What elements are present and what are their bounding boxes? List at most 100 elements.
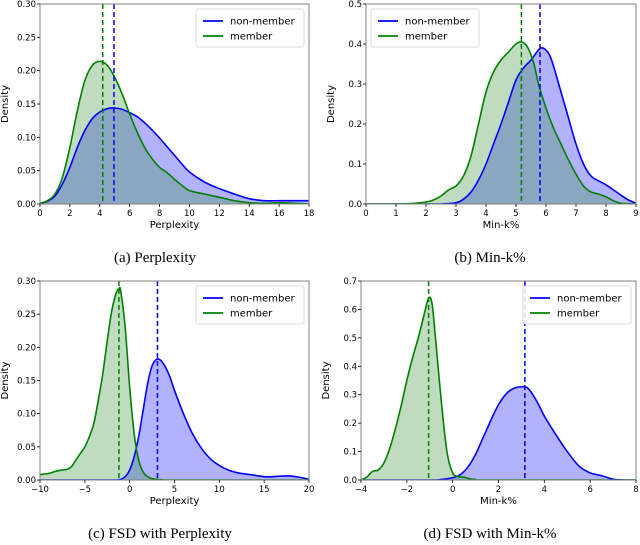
x-tick-label: 0: [363, 209, 368, 219]
legend-label: non-member: [230, 17, 296, 28]
y-tick-label: 0.3: [348, 80, 362, 90]
y-tick-label: 0.00: [17, 476, 36, 486]
non-member-density-line: [40, 358, 309, 480]
x-tick-label: 0: [127, 485, 132, 495]
x-tick-label: 5: [172, 485, 177, 495]
non-member-density-fill: [361, 386, 636, 480]
y-tick-label: 0.4: [348, 40, 362, 50]
y-tick-label: 0.30: [17, 0, 36, 10]
x-tick-label: 6: [543, 209, 548, 219]
x-tick-label: 18: [304, 209, 315, 219]
y-tick-label: 0.10: [17, 410, 36, 420]
y-tick-label: 0.7: [343, 277, 357, 287]
y-axis-label: Density: [0, 85, 11, 123]
x-tick-label: 2: [496, 485, 501, 495]
x-tick-label: 6: [587, 485, 592, 495]
non-member-density-fill: [40, 358, 309, 480]
legend-box: [195, 8, 305, 48]
y-tick-label: 0.15: [17, 377, 36, 387]
x-tick-label: 3: [453, 209, 458, 219]
legend-label: member: [230, 32, 273, 43]
plot-area: [40, 4, 309, 204]
legend-label: member: [405, 32, 448, 43]
x-axis-label: Min-k%: [483, 220, 520, 231]
y-tick-label: 0.00: [17, 200, 36, 210]
y-tick-label: 0.1: [348, 160, 362, 170]
x-tick-label: 12: [214, 209, 225, 219]
x-tick-label: −5: [79, 485, 92, 495]
y-tick-label: 0.25: [17, 33, 36, 43]
member-density-line: [40, 286, 309, 480]
y-axis-label: Density: [0, 361, 11, 399]
member-density-line: [366, 40, 636, 204]
panel-a: 0 2 4 6 8 10 12 14 16 18 0.00 0.05 0.10 0.15 0.20 0.25 0…: [0, 0, 314, 266]
panel-caption: (d) FSD with Min-k%: [424, 526, 557, 542]
non-member-density-line: [40, 107, 309, 204]
legend-label: non-member: [557, 294, 623, 305]
x-tick-label: 10: [184, 209, 195, 219]
member-density-fill: [40, 61, 309, 204]
legend-label: non-member: [405, 17, 471, 28]
x-tick-label: 6: [127, 209, 132, 219]
y-tick-label: 0.1: [343, 448, 357, 458]
y-axis-label: Density: [326, 85, 337, 123]
non-member-density-line: [366, 46, 636, 204]
y-tick-label: 0.0: [348, 200, 362, 210]
x-tick-label: 15: [259, 485, 270, 495]
y-tick-label: 0.2: [343, 419, 357, 429]
y-tick-label: 0.0: [343, 476, 357, 486]
x-tick-label: 9: [633, 209, 638, 219]
x-tick-label: 7: [573, 209, 578, 219]
y-tick-label: 0.5: [348, 0, 362, 10]
plot-area: [366, 4, 636, 204]
y-tick-label: 0.3: [343, 391, 357, 401]
y-tick-label: 0.6: [343, 305, 357, 315]
legend: non-member member: [195, 285, 305, 325]
panel-caption: (b) Min-k%: [454, 250, 525, 266]
x-axis-label: Perplexity: [150, 496, 200, 507]
y-axis-label: Density: [321, 361, 332, 399]
x-tick-label: 8: [603, 209, 608, 219]
x-tick-label: 0: [37, 209, 42, 219]
legend-box: [370, 8, 480, 48]
y-tick-label: 0.15: [17, 100, 36, 110]
plot-area: [40, 281, 309, 480]
x-tick-label: 4: [542, 485, 547, 495]
x-tick-label: 5: [513, 209, 518, 219]
y-tick-label: 0.05: [17, 443, 36, 453]
y-tick-label: 0.05: [17, 167, 36, 177]
y-tick-label: 0.30: [17, 277, 36, 287]
panel-b: 0 1 2 3 4 5 6 7 8 9 0.0 0.1 0.2 0.3 0.4 0.5 Min-k% Densit…: [326, 0, 639, 266]
legend-label: member: [557, 309, 600, 320]
x-tick-label: −10: [31, 485, 49, 495]
legend-box: [522, 285, 632, 325]
x-axis-label: Min-k%: [480, 496, 517, 507]
x-tick-label: 20: [304, 485, 315, 495]
member-density-line: [361, 296, 636, 480]
panel-c: −10 −5 0 5 10 15 20 0.00 0.05 0.10 0.15 0.20 0.25 0.3…: [0, 277, 314, 542]
legend: non-member member: [522, 285, 632, 325]
x-tick-label: 2: [67, 209, 72, 219]
x-tick-label: −4: [355, 485, 368, 495]
legend-label: member: [230, 309, 273, 320]
axes-frame: [365, 3, 637, 205]
x-tick-label: 4: [97, 209, 102, 219]
x-axis-label: Perplexity: [150, 220, 200, 231]
y-tick-label: 0.4: [343, 362, 357, 372]
x-tick-label: −2: [401, 485, 414, 495]
x-tick-label: 8: [157, 209, 162, 219]
y-tick-label: 0.2: [348, 120, 362, 130]
y-tick-label: 0.25: [17, 310, 36, 320]
x-tick-label: 1: [393, 209, 398, 219]
x-tick-label: 8: [633, 485, 638, 495]
legend-box: [195, 285, 305, 325]
x-tick-label: 2: [423, 209, 428, 219]
legend: non-member member: [195, 8, 305, 48]
x-tick-label: 10: [214, 485, 225, 495]
x-tick-label: 0: [450, 485, 455, 495]
panel-d: −4 −2 0 2 4 6 8 0.0 0.1 0.2 0.3 0.4 0.5 0.6 0.7 Min-k% D…: [321, 277, 639, 542]
legend: non-member member: [370, 8, 480, 48]
panel-caption: (a) Perplexity: [114, 250, 197, 266]
panel-caption: (c) FSD with Perplexity: [88, 526, 232, 542]
